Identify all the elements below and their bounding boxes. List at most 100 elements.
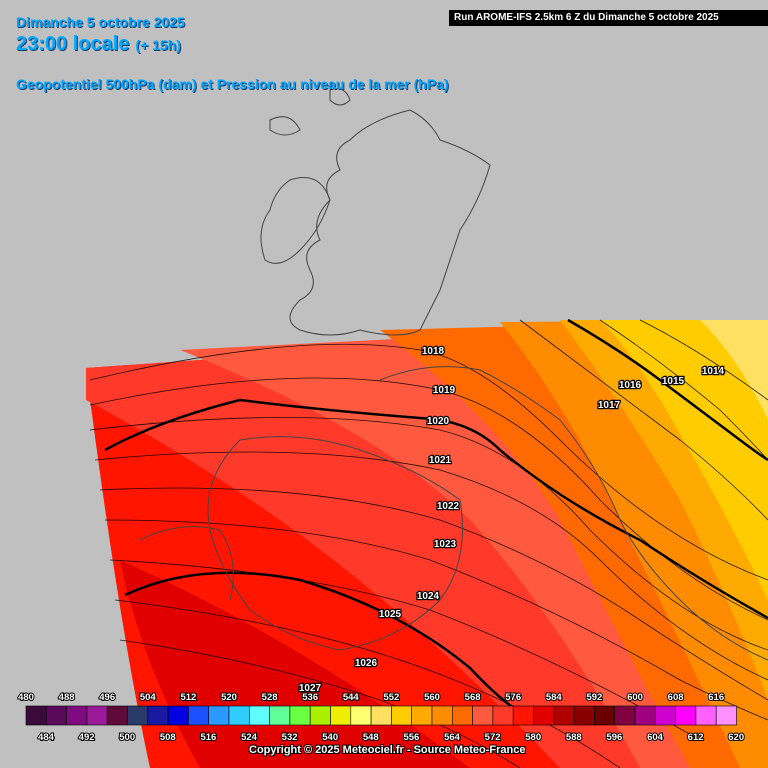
legend-top-label: 536 bbox=[302, 692, 318, 703]
legend-bottom-label: 508 bbox=[160, 732, 176, 743]
france-outline bbox=[207, 436, 463, 651]
legend-bottom-label: 524 bbox=[241, 732, 258, 743]
legend-swatch bbox=[249, 705, 270, 726]
legend-top-label: 520 bbox=[221, 692, 237, 703]
forecast-time: 23:00 locale (+ 15h) bbox=[16, 33, 181, 56]
legend-swatch bbox=[25, 705, 47, 726]
legend-bottom-label: 580 bbox=[525, 732, 541, 743]
legend-swatch bbox=[451, 705, 473, 726]
copyright-notice: Copyright © 2025 Meteociel.fr - Source M… bbox=[249, 744, 526, 756]
legend-swatch bbox=[106, 705, 128, 726]
legend-top-label: 592 bbox=[586, 692, 602, 703]
legend-top-label: 584 bbox=[546, 692, 563, 703]
great-britain-outline bbox=[289, 109, 491, 336]
isobar-label: 1014 bbox=[702, 366, 725, 377]
isobar-label: 1019 bbox=[433, 385, 456, 396]
legend-swatch bbox=[553, 705, 575, 726]
legend-swatch bbox=[512, 705, 534, 726]
legend-top-label: 504 bbox=[140, 692, 157, 703]
legend-swatch bbox=[675, 705, 697, 726]
legend-swatch bbox=[188, 705, 209, 726]
forecast-date: Dimanche 5 octobre 2025 bbox=[16, 14, 185, 30]
legend-swatch bbox=[45, 705, 67, 726]
isobar-label: 1018 bbox=[422, 346, 445, 357]
legend-bottom-label: 492 bbox=[79, 732, 95, 743]
isobar-label: 1027 bbox=[299, 683, 322, 694]
legend-top-label: 528 bbox=[262, 692, 278, 703]
legend-swatch bbox=[289, 705, 311, 726]
legend-swatch bbox=[695, 705, 717, 726]
legend-bottom-label: 620 bbox=[728, 732, 744, 743]
legend-swatch bbox=[391, 705, 412, 726]
legend-swatch bbox=[411, 705, 433, 726]
legend-swatch bbox=[654, 705, 676, 726]
geopotential-shading bbox=[86, 320, 768, 768]
legend-top-label: 544 bbox=[343, 692, 360, 703]
legend-bottom-label: 540 bbox=[322, 732, 338, 743]
legend-top-label: 512 bbox=[180, 692, 196, 703]
scottish-isles bbox=[269, 88, 351, 136]
legend-swatch bbox=[66, 705, 88, 726]
isobar-label: 1024 bbox=[417, 591, 440, 602]
forecast-local-time: 23:00 locale bbox=[16, 33, 130, 55]
isobar-label: 1020 bbox=[427, 416, 450, 427]
isobar-label: 1026 bbox=[355, 658, 378, 669]
ireland-outline bbox=[260, 177, 331, 264]
legend-swatch bbox=[370, 705, 392, 726]
legend-swatch bbox=[147, 705, 169, 726]
legend-swatch bbox=[634, 705, 656, 726]
legend-bottom-label: 532 bbox=[282, 732, 298, 743]
legend-bottom-label: 548 bbox=[363, 732, 379, 743]
isobar-labels: 1014 1015 1016 1017 1018 1019 1020 1021 … bbox=[298, 345, 726, 695]
legend-bottom-label: 612 bbox=[688, 732, 704, 743]
legend-swatch bbox=[472, 705, 494, 726]
iberia-north-coast bbox=[139, 526, 234, 601]
legend-top-label: 496 bbox=[99, 692, 115, 703]
legend-swatch bbox=[350, 705, 372, 726]
legend-top-label: 480 bbox=[18, 692, 34, 703]
legend-swatch bbox=[573, 705, 595, 726]
legend-top-label: 608 bbox=[668, 692, 684, 703]
legend-swatch bbox=[269, 705, 291, 726]
legend-swatch bbox=[309, 705, 331, 726]
legend-top-label: 568 bbox=[465, 692, 481, 703]
isobar-label: 1021 bbox=[429, 455, 452, 466]
legend-swatch bbox=[228, 705, 250, 726]
legend-bottom-label: 596 bbox=[606, 732, 622, 743]
forecast-lead-time: (+ 15h) bbox=[135, 37, 181, 53]
legend-top-label: 552 bbox=[383, 692, 399, 703]
legend-swatch bbox=[208, 705, 230, 726]
legend-swatch bbox=[431, 705, 453, 726]
band-560 bbox=[600, 320, 768, 600]
isobar-label: 1015 bbox=[662, 376, 685, 387]
product-title: Geopotentiel 500hPa (dam) et Pression au… bbox=[16, 76, 449, 92]
continental-coast bbox=[379, 366, 768, 661]
legend-swatch bbox=[167, 705, 189, 726]
legend-top-label: 600 bbox=[627, 692, 643, 703]
isobar-label: 1022 bbox=[437, 501, 460, 512]
isobar-label: 1023 bbox=[434, 539, 457, 550]
legend-swatch bbox=[492, 705, 514, 726]
legend-swatch bbox=[614, 705, 636, 726]
legend-swatch bbox=[594, 705, 616, 726]
legend-top-label: 488 bbox=[59, 692, 75, 703]
legend-top-label: 560 bbox=[424, 692, 440, 703]
isobar-label: 1025 bbox=[379, 609, 402, 620]
legend-top-label: 576 bbox=[505, 692, 521, 703]
legend-swatch bbox=[86, 705, 108, 726]
band-556 bbox=[700, 320, 768, 420]
legend-top-label: 616 bbox=[708, 692, 724, 703]
legend-bottom-labels: 484 492 500 508 516 524 532 540 548 556 564 572 580 5… bbox=[37, 731, 745, 744]
legend-top-labels: 480 488 496 504 512 520 528 536 544 552 560 568 576 5… bbox=[17, 691, 725, 704]
legend-swatches bbox=[25, 705, 737, 726]
legend-bottom-label: 484 bbox=[38, 732, 55, 743]
model-run-label: Run AROME-IFS 2.5km 6 Z du Dimanche 5 oc… bbox=[449, 10, 768, 26]
legend-swatch bbox=[533, 705, 555, 726]
legend-bottom-label: 564 bbox=[444, 732, 461, 743]
color-scale-legend: 480 488 496 504 512 520 528 536 544 552 560 568 576 5… bbox=[17, 691, 745, 744]
legend-swatch bbox=[715, 705, 737, 726]
legend-bottom-label: 500 bbox=[119, 732, 135, 743]
legend-bottom-label: 516 bbox=[200, 732, 216, 743]
